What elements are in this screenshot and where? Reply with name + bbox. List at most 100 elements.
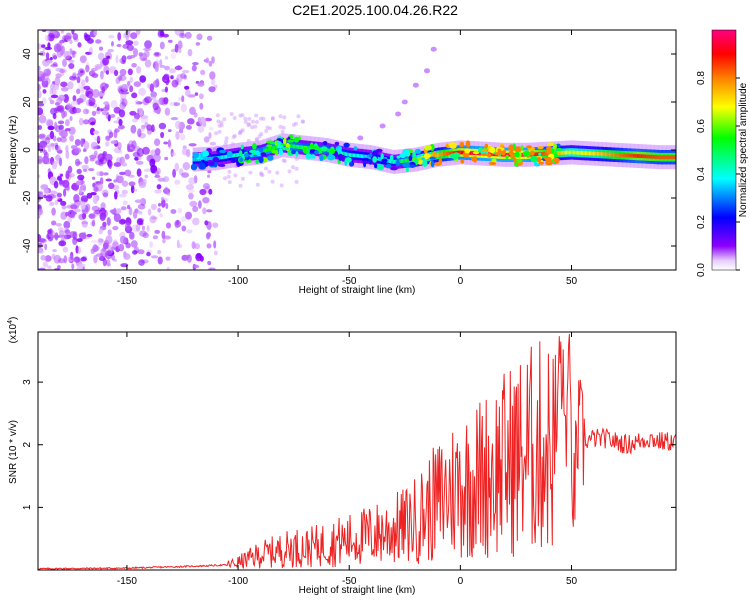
noise-speck [38,208,44,216]
noise-speck [178,48,182,53]
ridge-core [207,156,210,161]
noise-speck [70,145,78,150]
ridge-blob [320,146,328,152]
ridge-blob [553,152,558,158]
ridge-blob [322,141,328,145]
ridge-blob [240,144,244,150]
noise-speck [71,263,75,270]
noise-speck [164,156,169,161]
ridge-core [316,147,319,151]
ridge-core [566,150,569,155]
noise-speck [49,88,54,95]
ridge-core [209,156,213,161]
ridge-core [636,154,639,158]
noise-speck [140,198,147,206]
noise-speck [118,109,126,118]
ridge-blob [271,149,276,154]
snr-x-label: Height of straight line (km) [299,585,416,596]
noise-speck [43,194,47,199]
noise-speck [48,202,55,207]
noise-speck [149,83,154,93]
ridge-blob [283,137,287,145]
noise-speck [243,116,248,121]
noise-speck [107,48,114,53]
noise-speck [112,226,119,231]
noise-speck [133,209,140,215]
noise-speck [199,102,204,110]
noise-speck [54,76,61,86]
noise-speck [74,147,82,154]
noise-speck [142,146,150,155]
noise-speck [176,219,180,225]
noise-speck [184,31,192,39]
noise-speck [175,30,181,36]
spectrogram-x-label: Height of straight line (km) [299,285,416,296]
ridge-core [655,155,658,159]
noise-speck [101,111,109,116]
noise-speck [162,176,170,183]
spectrogram-marks [38,30,676,270]
noise-speck [137,249,145,255]
noise-speck [275,170,280,175]
ridge-core [364,154,367,159]
noise-speck [208,86,216,93]
ridge-core [302,145,305,150]
ridge-core [268,147,271,152]
noise-speck [47,125,55,131]
noise-speck [79,232,87,240]
noise-speck [171,79,179,88]
noise-speck [167,139,171,148]
ridge-core [204,157,207,161]
ridge-blob [449,142,457,149]
ridge-core [231,153,234,158]
spectrogram-y-ticks: -40 -20 0 20 40 [22,48,676,253]
ridge-core [379,157,382,161]
noise-speck [155,59,160,67]
ridge-core [404,158,407,163]
ridge-blob [530,155,538,163]
noise-speck [88,213,96,220]
ridge-blob [314,150,320,154]
noise-speck [51,160,58,170]
noise-speck [43,68,51,77]
ridge-core [612,152,615,157]
noise-speck [129,231,135,240]
ridge-core [558,151,561,155]
noise-speck [74,107,82,114]
noise-speck [140,126,145,132]
noise-speck [110,140,118,145]
noise-speck [166,266,170,270]
noise-speck [113,258,117,262]
noise-speck [171,152,176,156]
noise-speck [204,117,212,122]
noise-speck [124,153,130,160]
ridge-core [234,153,237,158]
noise-speck [95,39,102,44]
noise-speck [142,232,149,239]
noise-speck [64,229,71,235]
noise-speck [139,75,147,83]
ridge-core [451,151,454,156]
noise-speck [107,159,112,168]
ridge-core [572,150,575,155]
noise-speck [264,166,268,171]
noise-speck [127,204,131,210]
noise-speck [65,32,72,42]
noise-speck [72,95,77,102]
ridge-core [659,155,662,160]
noise-speck [71,30,75,35]
ridge-core [440,152,443,157]
noise-speck [38,250,44,254]
noise-speck [81,79,86,86]
noise-speck [138,52,143,57]
colorbar-label: Normalized spectral amplitude [738,82,749,217]
noise-speck [161,230,166,240]
ridge-core [391,159,394,164]
ridge-core [235,153,238,157]
ridge-blob [278,148,283,156]
noise-speck [72,72,77,77]
noise-speck [126,55,133,60]
ridge-blob [459,141,465,148]
ridge-blob [414,148,421,154]
colorbar: 0.0 0.2 0.4 0.6 0.8 Normalized spectral ampl… [696,29,749,277]
